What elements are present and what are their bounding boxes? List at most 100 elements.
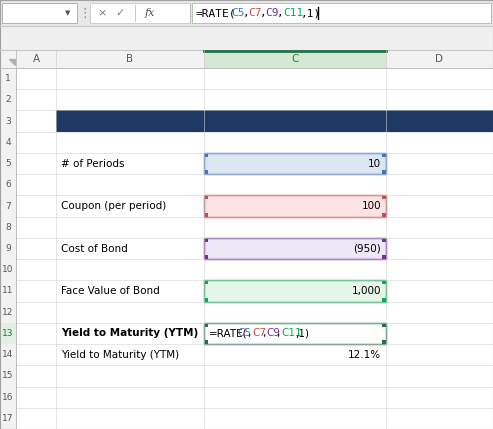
Text: 15: 15 <box>2 372 14 381</box>
Bar <box>0 366 16 387</box>
Bar <box>0 50 493 68</box>
Text: ,: , <box>247 329 251 338</box>
Bar <box>16 50 56 68</box>
Bar <box>204 340 208 344</box>
Text: 10: 10 <box>2 265 14 274</box>
Bar <box>0 238 16 259</box>
Text: =RATE(: =RATE( <box>196 8 237 18</box>
Bar <box>0 259 16 281</box>
Text: 4: 4 <box>5 138 11 147</box>
Text: 13: 13 <box>2 329 14 338</box>
Text: 7: 7 <box>5 202 11 211</box>
Bar <box>90 3 190 23</box>
Bar <box>204 196 386 217</box>
Text: 12.1%: 12.1% <box>348 350 381 360</box>
Text: C5: C5 <box>238 329 252 338</box>
Text: C9: C9 <box>266 8 279 18</box>
Bar <box>204 153 208 157</box>
Text: ,1): ,1) <box>300 8 320 18</box>
Bar <box>204 196 208 199</box>
Bar <box>0 217 16 238</box>
Text: 12: 12 <box>2 308 14 317</box>
Text: ⋮: ⋮ <box>79 6 91 19</box>
Text: 100: 100 <box>361 201 381 211</box>
Bar <box>56 50 204 68</box>
Text: 1,000: 1,000 <box>352 286 381 296</box>
Bar <box>204 153 386 174</box>
Bar <box>382 323 386 327</box>
Text: ✓: ✓ <box>115 8 125 18</box>
Bar <box>0 132 16 153</box>
Bar <box>204 238 386 259</box>
Text: ▼: ▼ <box>65 10 70 16</box>
Text: 1: 1 <box>5 74 11 83</box>
Text: ,: , <box>262 329 265 338</box>
Bar <box>0 26 493 50</box>
Bar <box>204 323 386 344</box>
Text: Coupon (per period): Coupon (per period) <box>61 201 166 211</box>
Text: 8: 8 <box>5 223 11 232</box>
Text: C: C <box>291 54 299 64</box>
Bar <box>204 281 208 284</box>
Text: 10: 10 <box>368 159 381 169</box>
Text: ×: × <box>97 8 106 18</box>
Bar <box>0 68 16 89</box>
Bar <box>204 153 386 174</box>
Bar <box>0 281 16 302</box>
Text: D: D <box>435 54 444 64</box>
Bar <box>192 3 491 23</box>
Bar <box>204 196 386 217</box>
Text: ,: , <box>260 8 267 18</box>
Text: Yield to Maturity (YTM): Yield to Maturity (YTM) <box>61 350 179 360</box>
Bar <box>0 344 16 366</box>
Text: =RATE(: =RATE( <box>209 329 247 338</box>
Bar <box>382 153 386 157</box>
Bar <box>204 50 386 68</box>
Text: 14: 14 <box>2 350 14 359</box>
Bar <box>204 255 208 259</box>
Text: C9: C9 <box>267 329 281 338</box>
Bar <box>204 238 208 242</box>
Bar <box>0 0 493 26</box>
Text: A: A <box>33 54 39 64</box>
Text: C11: C11 <box>283 8 303 18</box>
Bar <box>382 255 386 259</box>
Text: C7: C7 <box>252 329 266 338</box>
Text: ,1): ,1) <box>295 329 310 338</box>
Text: (950): (950) <box>353 244 381 254</box>
Text: 11: 11 <box>2 287 14 296</box>
Text: # of Periods: # of Periods <box>61 159 125 169</box>
Polygon shape <box>9 59 15 65</box>
Text: C11: C11 <box>281 329 302 338</box>
Bar <box>204 323 208 327</box>
Text: 16: 16 <box>2 393 14 402</box>
Bar <box>204 298 208 302</box>
Text: Cost of Bond: Cost of Bond <box>61 244 128 254</box>
Text: 3: 3 <box>5 117 11 126</box>
Bar <box>382 281 386 284</box>
Bar <box>382 196 386 199</box>
Text: C5: C5 <box>231 8 245 18</box>
Bar <box>204 281 386 302</box>
Bar <box>0 50 16 68</box>
Text: 9: 9 <box>5 244 11 253</box>
Bar <box>0 111 16 132</box>
Bar <box>382 298 386 302</box>
Text: fx: fx <box>145 8 155 18</box>
Bar <box>382 238 386 242</box>
Text: C7: C7 <box>248 8 262 18</box>
Text: Yield to Maturity (YTM): Yield to Maturity (YTM) <box>61 329 198 338</box>
Bar <box>0 302 16 323</box>
Text: Face Value of Bond: Face Value of Bond <box>61 286 160 296</box>
Bar <box>382 170 386 174</box>
Bar <box>204 323 386 344</box>
Text: B: B <box>126 54 134 64</box>
Bar <box>204 213 208 217</box>
Bar <box>0 174 16 196</box>
Text: 5: 5 <box>5 159 11 168</box>
Bar <box>0 323 16 344</box>
Bar <box>0 153 16 174</box>
Text: ,: , <box>276 329 280 338</box>
Text: 17: 17 <box>2 414 14 423</box>
Bar <box>382 340 386 344</box>
